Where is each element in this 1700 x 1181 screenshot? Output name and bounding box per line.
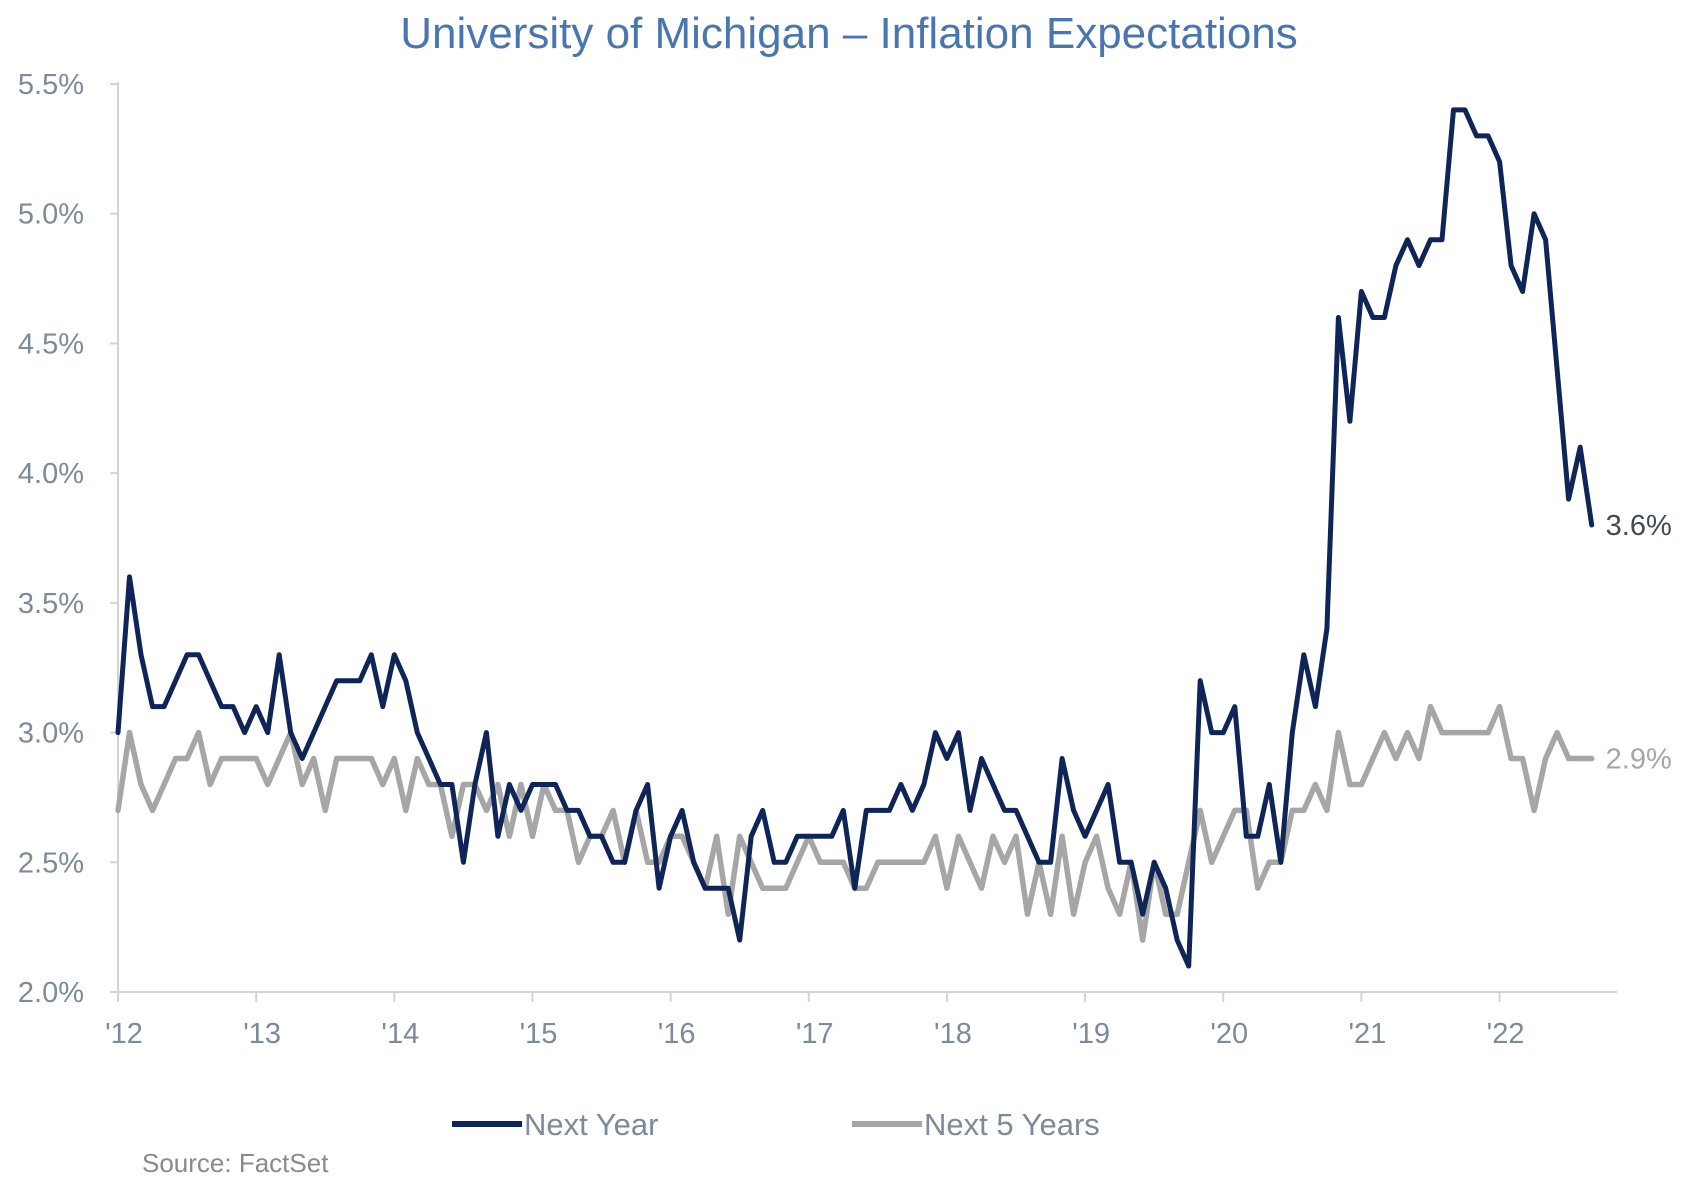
y-tick-label: 2.0% [18,977,84,1009]
x-tick-label: '19 [1072,1018,1110,1050]
legend-item-next-5-years: Next 5 Years [852,1107,1100,1142]
legend: Next Year Next 5 Years [452,1107,1100,1142]
x-tick-label: '18 [934,1018,972,1050]
x-tick-label: '16 [658,1018,696,1050]
end-labels: 3.6% 2.9% [1606,510,1672,775]
x-tick-label: '20 [1210,1018,1248,1050]
series-line-next-year [115,107,1595,969]
x-tick-label: '15 [520,1018,558,1050]
x-axis: '12 '13 '14 '15 '16 '17 '18 '19 '20 '21 '22 [105,991,1617,1050]
end-label-next-5-years: 2.9% [1606,744,1672,776]
chart-title: University of Michigan – Inflation Expec… [400,9,1298,58]
source-note: Source: FactSet [142,1148,329,1176]
y-tick-label: 3.0% [18,718,84,750]
x-tick-label: '13 [243,1018,281,1050]
y-tick-label: 4.0% [18,458,84,490]
series-line-next-5-years [115,703,1595,943]
y-tick-label: 3.5% [18,588,84,620]
x-tick-label: '12 [105,1018,143,1050]
x-tick-label: '22 [1487,1018,1525,1050]
end-label-next-year: 3.6% [1606,510,1672,542]
legend-label: Next Year [524,1107,658,1142]
legend-item-next-year: Next Year [452,1107,658,1142]
y-tick-label: 2.5% [18,847,84,879]
x-tick-label: '14 [381,1018,419,1050]
x-tick-label: '17 [796,1018,834,1050]
y-tick-label: 4.5% [18,328,84,360]
series-layer [115,107,1595,969]
y-tick-label: 5.5% [18,69,84,101]
y-axis: 2.0% 2.5% 3.0% 3.5% 4.0% 4.5% 5.0% 5.5% [18,69,119,1009]
x-tick-label: '21 [1349,1018,1387,1050]
legend-label: Next 5 Years [924,1107,1100,1142]
y-tick-label: 5.0% [18,199,84,231]
